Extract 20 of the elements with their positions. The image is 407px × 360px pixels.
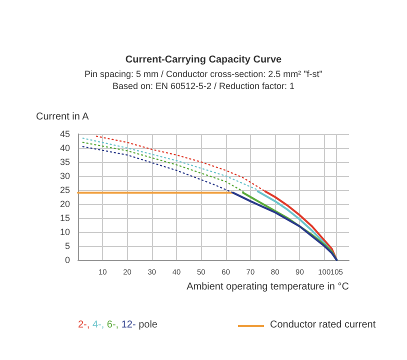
y-axis-title: Current in A: [36, 112, 90, 122]
text: 4-,: [92, 320, 104, 330]
y-tick-label: 30: [60, 171, 70, 181]
y-tick-label: 5: [64, 241, 70, 251]
y-tick-label: 40: [60, 143, 70, 153]
text: 6-,: [106, 320, 119, 330]
y-tick-label: 20: [60, 199, 70, 209]
text: 2-,: [78, 320, 90, 330]
y-tick-label: 15: [60, 213, 70, 223]
chart-title: Current-Carrying Capacity Curve: [125, 54, 282, 66]
y-tick-label: 10: [60, 227, 70, 237]
y-tick-label: 45: [60, 129, 70, 139]
text: 12-: [121, 320, 136, 330]
y-tick-label: 25: [60, 185, 70, 195]
y-tick-label: 0: [64, 255, 70, 265]
legend-title: pole: [136, 320, 158, 330]
legend-label: Conductor rated current: [270, 320, 376, 330]
chart-subtitle: Pin spacing: 5 mm / Conductor cross-section: 2.5 mm² "f-st" Based on: EN 60512-5-2 / Reduction factor: 1: [84, 69, 322, 91]
y-tick-label: 35: [60, 157, 70, 167]
x-axis-title: Ambient operating temperature in °C: [186, 282, 349, 292]
